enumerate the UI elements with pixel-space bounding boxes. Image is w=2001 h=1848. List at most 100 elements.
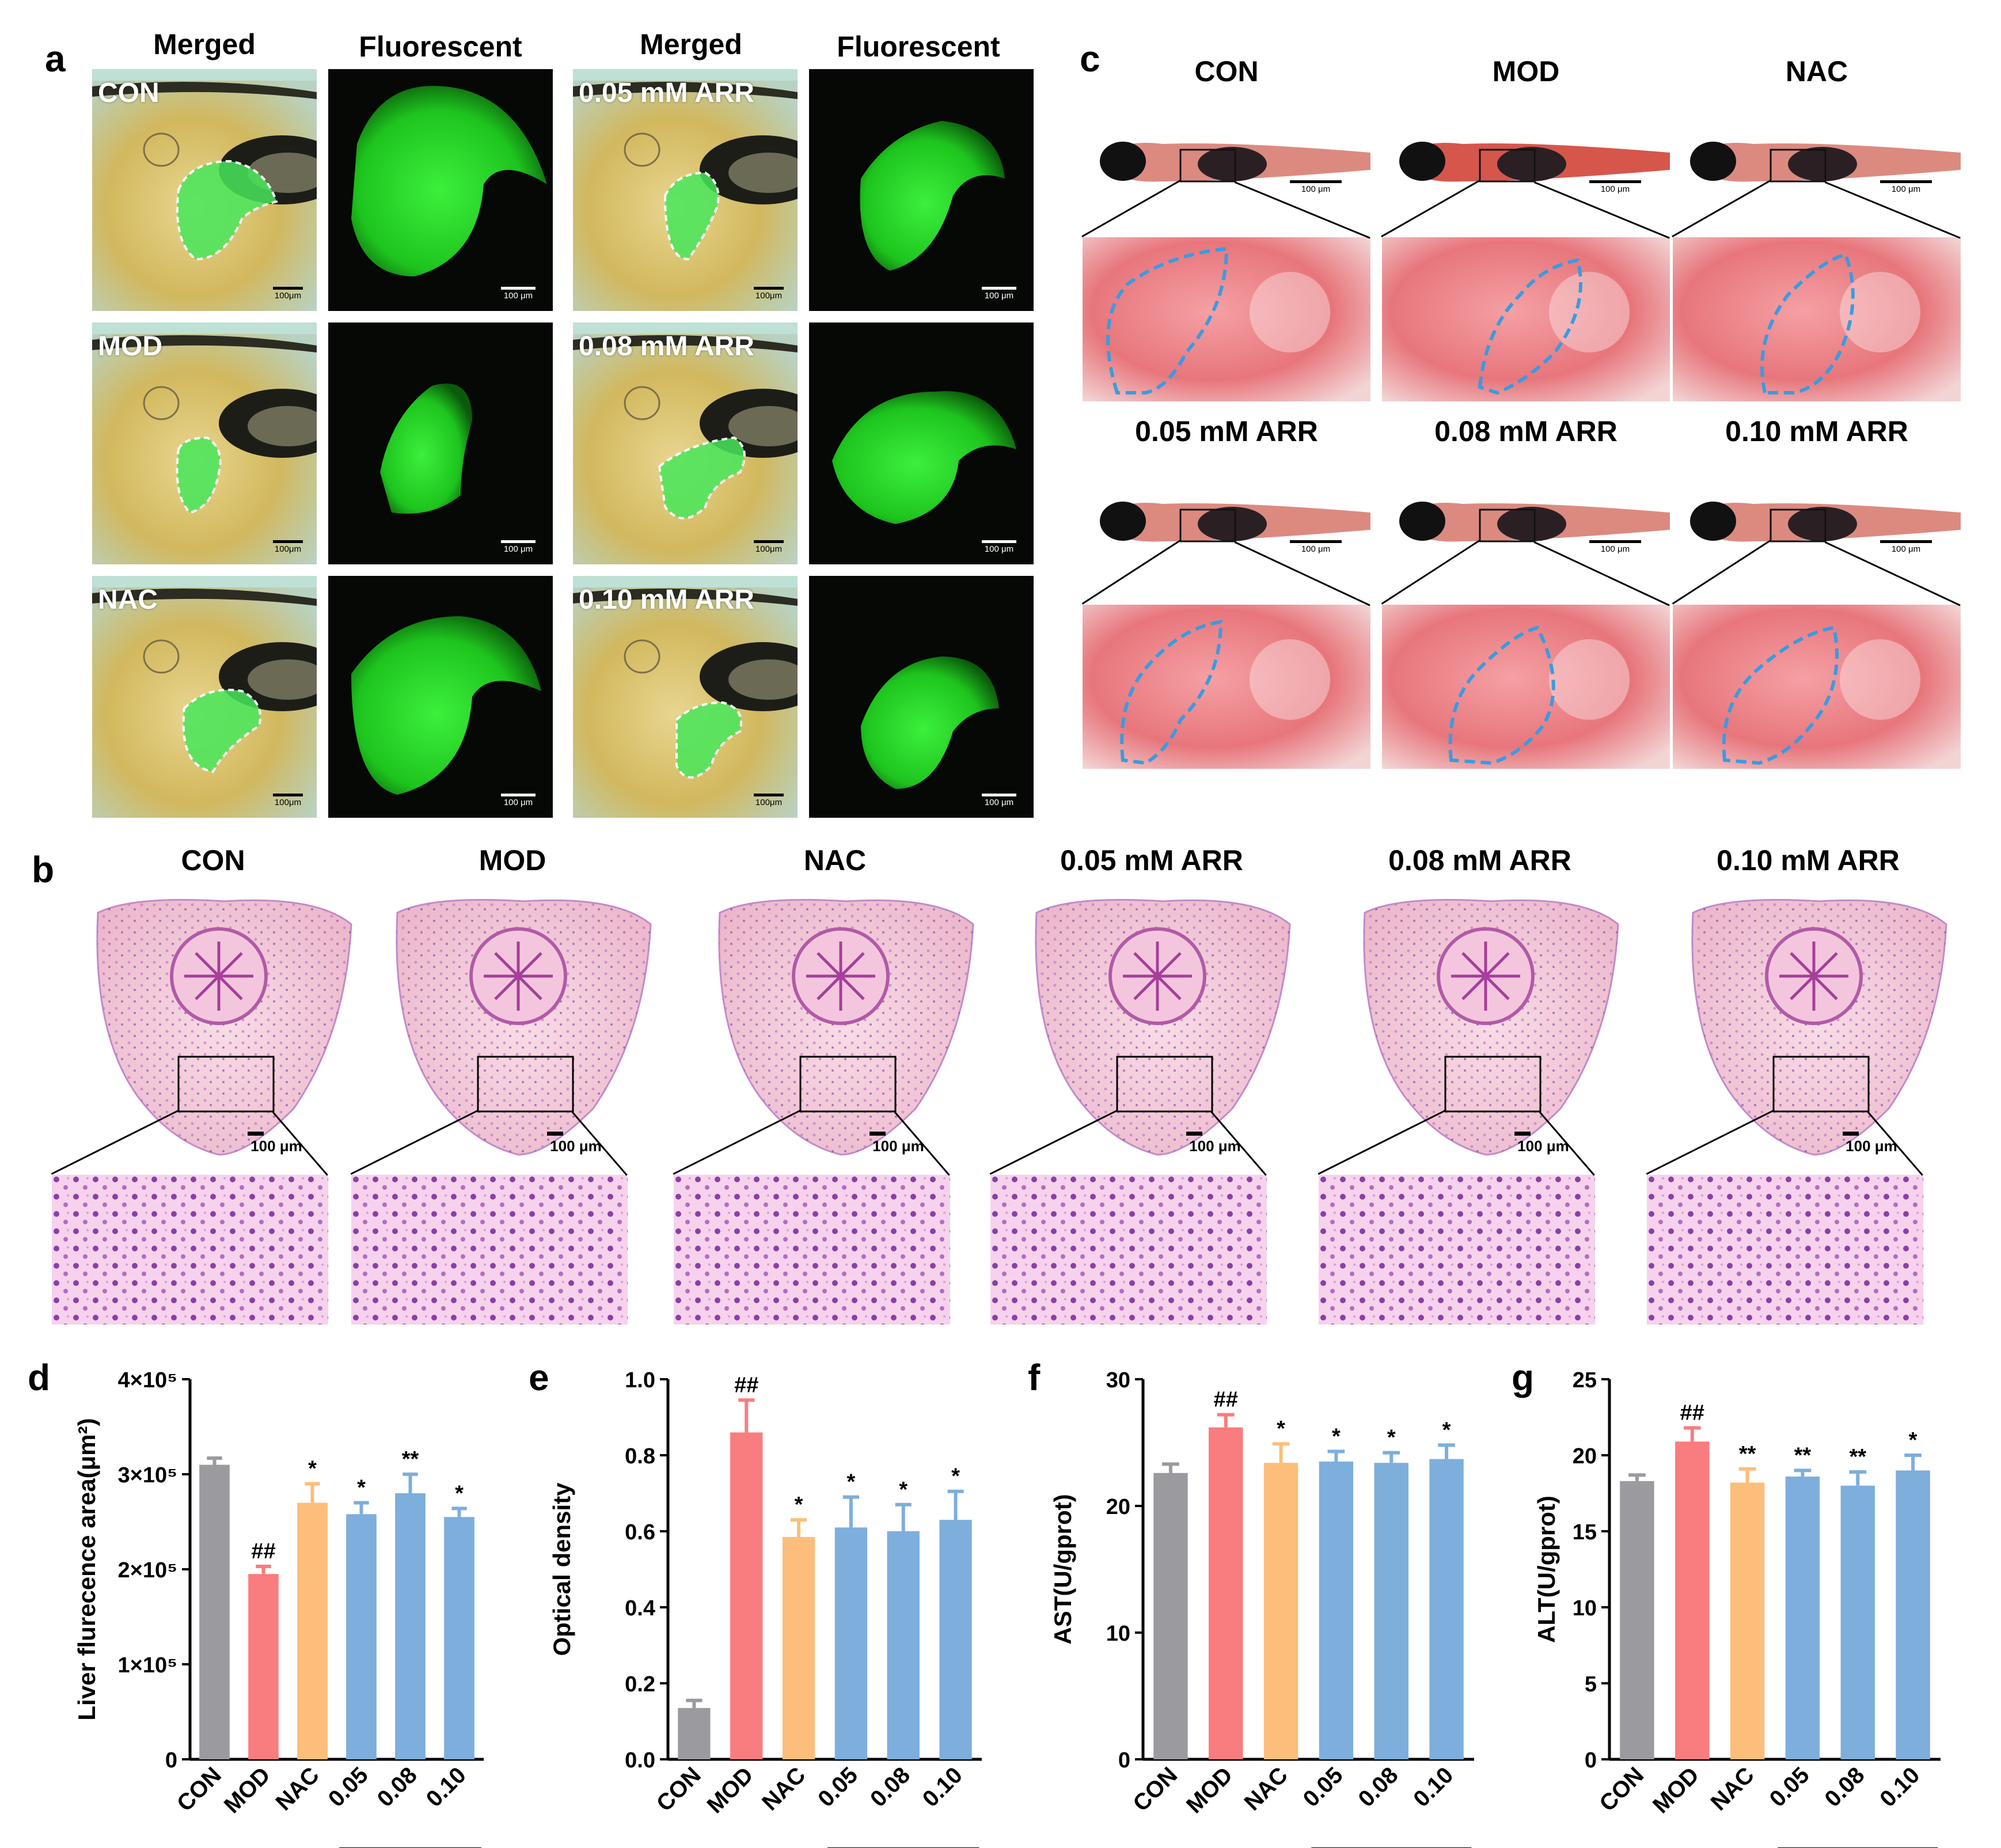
y-axis-label: Liver flurecence area(μm²) <box>73 1418 100 1720</box>
x-tick-label: NAC <box>1706 1762 1759 1815</box>
x-tick-label: 0.10 <box>918 1762 967 1812</box>
x-tick-label: NAC <box>271 1762 324 1815</box>
scale-bar-label: 100 μm <box>984 544 1014 554</box>
scale-bar-label: 100μm <box>755 544 783 554</box>
he-zoom-image <box>1319 1175 1595 1325</box>
y-tick-label: 15 <box>1573 1520 1597 1545</box>
oil-red-whole-fish-photo <box>1382 118 1670 204</box>
chart-e: 0.0 0.2 0.4 0.6 0.8 1.0 Optical density CON ## MO… <box>548 1368 982 1848</box>
scale-bar: 100μm <box>268 540 308 554</box>
oil-red-liver-zoom-photo <box>1083 237 1370 401</box>
significance-mark: ** <box>1849 1445 1866 1469</box>
panel-letter-g: g <box>1512 1357 1535 1398</box>
x-tick-label: NAC <box>757 1762 810 1815</box>
scale-bar: 100 μm <box>976 287 1022 301</box>
whole-fish-image: 100 μm <box>1673 118 1961 204</box>
x-tick-label: CON <box>1128 1762 1182 1816</box>
x-tick-label: 0.05 <box>324 1762 373 1812</box>
bar-NAC <box>782 1536 815 1759</box>
bar-0.10 <box>1896 1470 1930 1759</box>
scale-bar-label: 100 μm <box>1301 544 1331 554</box>
oil-red-whole-fish-photo <box>1083 118 1370 204</box>
merged-image: NAC 100μm <box>92 576 317 818</box>
significance-mark: * <box>795 1493 803 1517</box>
bar-MOD <box>248 1574 279 1759</box>
bar-CON <box>1620 1481 1654 1759</box>
x-tick-label: NAC <box>1240 1762 1293 1815</box>
he-stained-section-photo <box>374 890 674 1160</box>
scale-bar-line <box>1290 540 1342 543</box>
significance-mark: ## <box>1680 1401 1704 1425</box>
scale-bar: 100μm <box>749 540 789 554</box>
group-header: NAC <box>1785 55 1848 88</box>
scale-bar: 100 μm <box>495 540 541 554</box>
he-zoom-photo <box>674 1175 950 1325</box>
y-tick-label: 0.8 <box>625 1444 655 1468</box>
oil-red-liver-zoom-photo <box>1673 605 1961 769</box>
significance-mark: * <box>1442 1418 1451 1442</box>
significance-mark: * <box>1909 1428 1918 1452</box>
scale-bar-label: 100 μm <box>1600 544 1630 554</box>
oil-red-liver-zoom-photo <box>1673 237 1961 401</box>
y-axis-label: Optical density <box>548 1482 575 1656</box>
group-header: CON <box>1194 55 1259 88</box>
whole-fish-image: 100 μm <box>1382 118 1670 204</box>
zebrafish-merged-photo <box>92 69 317 311</box>
scale-bar-label: 100μm <box>755 291 783 301</box>
scale-bar-line <box>272 287 303 290</box>
merged-image: 0.10 mM ARR 100μm <box>573 576 798 818</box>
fluorescent-image: 100 μm <box>809 69 1034 311</box>
whole-fish-image: 100 μm <box>1083 478 1370 564</box>
col-header-fluorescent-1: Fluorescent <box>359 31 522 63</box>
merged-image: 0.08 mM ARR 100μm <box>573 322 798 564</box>
zebrafish-fluorescence-photo <box>809 69 1034 311</box>
panel-letter-a: a <box>45 38 66 79</box>
bar-CON <box>678 1707 711 1759</box>
scale-bar-line <box>501 287 536 290</box>
bar-NAC <box>1263 1463 1298 1759</box>
y-tick-label: 10 <box>1573 1596 1597 1621</box>
scale-bar: 100 μm <box>976 540 1022 554</box>
group-label: NAC <box>98 585 158 615</box>
significance-mark: * <box>308 1457 317 1481</box>
he-section-image <box>75 890 374 1160</box>
y-tick-label: 20 <box>1573 1444 1597 1468</box>
scale-bar: 100μm <box>749 794 789 807</box>
chart-d: 0 1×10⁵ 2×10⁵ 3×10⁵ 4×10⁵ Liver flurecence ar… <box>73 1368 484 1848</box>
zebrafish-merged-photo <box>573 576 798 818</box>
bar-0.05 <box>834 1527 868 1759</box>
y-tick-label: 4×10⁵ <box>118 1368 177 1392</box>
bar-0.05 <box>346 1514 377 1759</box>
he-zoom-photo <box>1647 1175 1923 1325</box>
scale-bar: 100 μm <box>495 287 541 301</box>
zebrafish-merged-photo <box>573 322 798 564</box>
scale-bar-line <box>753 794 784 796</box>
y-tick-label: 25 <box>1573 1368 1597 1392</box>
whole-fish-image: 100 μm <box>1673 478 1961 564</box>
zoomed-liver-image <box>1382 237 1670 401</box>
he-zoom-photo <box>52 1175 328 1325</box>
y-tick-label: 1×10⁵ <box>118 1653 177 1678</box>
significance-mark: * <box>951 1464 960 1489</box>
he-stained-section-photo <box>697 890 996 1160</box>
fluorescent-image: 100 μm <box>328 576 553 818</box>
scale-bar-label: 100 μm <box>250 1137 302 1155</box>
zoomed-liver-image <box>1673 605 1961 769</box>
scale-bar-label: 100 μm <box>1891 544 1921 554</box>
bar-0.10 <box>444 1517 474 1759</box>
scale-bar: 100 μm <box>976 794 1022 807</box>
oil-red-whole-fish-photo <box>1083 478 1370 564</box>
group-header: 0.08 mM ARR <box>1388 844 1571 876</box>
group-label: MOD <box>98 331 162 362</box>
group-label: 0.05 mM ARR <box>579 78 754 108</box>
group-header: 0.08 mM ARR <box>1434 415 1617 447</box>
bar-0.08 <box>1840 1485 1875 1759</box>
x-tick-label: 0.05 <box>1765 1762 1814 1812</box>
oil-red-liver-zoom-photo <box>1083 605 1370 769</box>
significance-mark: ** <box>1739 1442 1756 1466</box>
group-header: 0.05 mM ARR <box>1135 415 1318 447</box>
oil-red-whole-fish-photo <box>1673 478 1961 564</box>
he-zoom-image <box>351 1175 628 1325</box>
merged-image: MOD 100μm <box>92 322 317 564</box>
merged-image: CON 100μm <box>92 69 317 311</box>
